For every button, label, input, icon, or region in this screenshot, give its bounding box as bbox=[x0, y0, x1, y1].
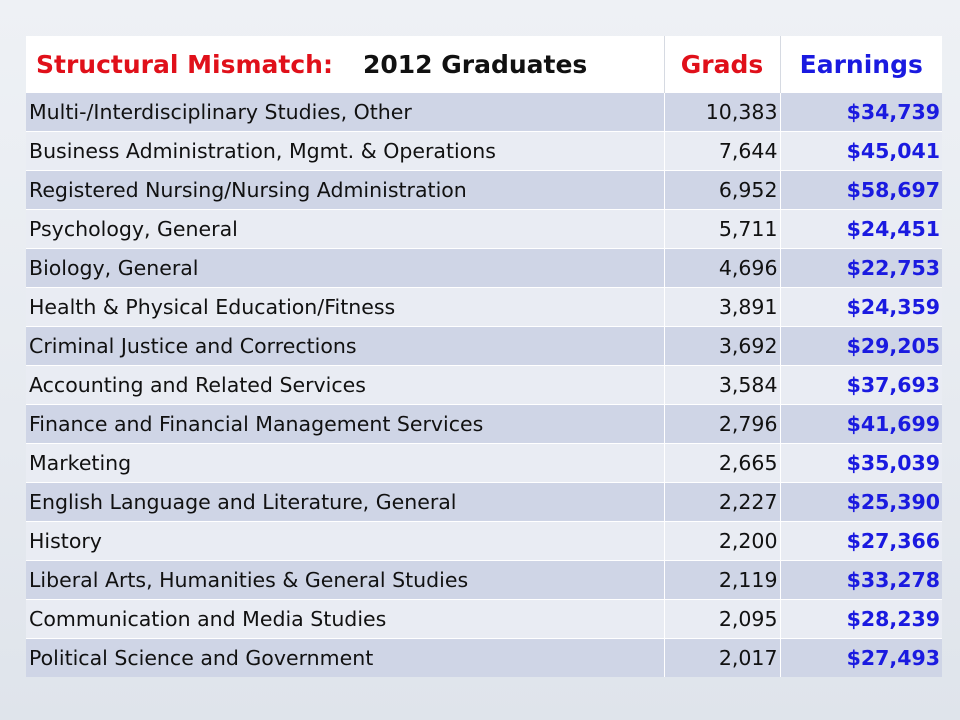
earnings-cell: $28,239 bbox=[780, 599, 942, 639]
graduates-table: Structural Mismatch: 2012 Graduates Grads… bbox=[26, 36, 942, 677]
major-cell: Registered Nursing/Nursing Administratio… bbox=[26, 170, 665, 210]
grads-cell: 3,692 bbox=[664, 326, 781, 366]
table-row: Business Administration, Mgmt. & Operati… bbox=[26, 131, 942, 171]
major-cell: Accounting and Related Services bbox=[26, 365, 665, 405]
major-cell: Health & Physical Education/Fitness bbox=[26, 287, 665, 327]
grads-cell: 2,227 bbox=[664, 482, 781, 522]
title-structural-mismatch: Structural Mismatch: bbox=[36, 49, 333, 79]
earnings-cell: $27,493 bbox=[780, 638, 942, 677]
grads-cell: 3,891 bbox=[664, 287, 781, 327]
grads-cell: 2,796 bbox=[664, 404, 781, 444]
table-row: Multi-/Interdisciplinary Studies, Other 1… bbox=[26, 92, 942, 132]
earnings-cell: $27,366 bbox=[780, 521, 942, 561]
grads-cell: 4,696 bbox=[664, 248, 781, 288]
table-row: Registered Nursing/Nursing Administratio… bbox=[26, 170, 942, 210]
table-title: Structural Mismatch: 2012 Graduates bbox=[26, 36, 665, 93]
table-row: Biology, General 4,696 $22,753 bbox=[26, 248, 942, 288]
column-header-grads: Grads bbox=[664, 36, 781, 93]
earnings-cell: $33,278 bbox=[780, 560, 942, 600]
grads-cell: 5,711 bbox=[664, 209, 781, 249]
table-row: Political Science and Government 2,017 $27… bbox=[26, 638, 942, 677]
table-row: Marketing 2,665 $35,039 bbox=[26, 443, 942, 483]
earnings-cell: $45,041 bbox=[780, 131, 942, 171]
earnings-cell: $25,390 bbox=[780, 482, 942, 522]
table-row: Communication and Media Studies 2,095 $28,… bbox=[26, 599, 942, 639]
title-2012-graduates: 2012 Graduates bbox=[362, 49, 588, 79]
major-cell: Finance and Financial Management Service… bbox=[26, 404, 665, 444]
slide: Structural Mismatch: 2012 Graduates Grads… bbox=[26, 36, 942, 677]
table-row: Liberal Arts, Humanities & General Studi… bbox=[26, 560, 942, 600]
major-cell: English Language and Literature, General bbox=[26, 482, 665, 522]
grads-cell: 7,644 bbox=[664, 131, 781, 171]
earnings-cell: $29,205 bbox=[780, 326, 942, 366]
grads-cell: 6,952 bbox=[664, 170, 781, 210]
grads-cell: 2,095 bbox=[664, 599, 781, 639]
earnings-cell: $58,697 bbox=[780, 170, 942, 210]
major-cell: History bbox=[26, 521, 665, 561]
major-cell: Biology, General bbox=[26, 248, 665, 288]
earnings-cell: $34,739 bbox=[780, 92, 942, 132]
earnings-cell: $41,699 bbox=[780, 404, 942, 444]
major-cell: Criminal Justice and Corrections bbox=[26, 326, 665, 366]
major-cell: Business Administration, Mgmt. & Operati… bbox=[26, 131, 665, 171]
grads-cell: 2,200 bbox=[664, 521, 781, 561]
table-header: Structural Mismatch: 2012 Graduates Grads… bbox=[26, 36, 942, 93]
grads-cell: 2,665 bbox=[664, 443, 781, 483]
earnings-cell: $24,451 bbox=[780, 209, 942, 249]
table-row: Health & Physical Education/Fitness 3,891… bbox=[26, 287, 942, 327]
column-header-earnings: Earnings bbox=[780, 36, 942, 93]
earnings-cell: $22,753 bbox=[780, 248, 942, 288]
grads-cell: 10,383 bbox=[664, 92, 781, 132]
table-row: Accounting and Related Services 3,584 $37,… bbox=[26, 365, 942, 405]
table-row: Psychology, General 5,711 $24,451 bbox=[26, 209, 942, 249]
table-row: Finance and Financial Management Service… bbox=[26, 404, 942, 444]
earnings-cell: $35,039 bbox=[780, 443, 942, 483]
grads-cell: 3,584 bbox=[664, 365, 781, 405]
major-cell: Liberal Arts, Humanities & General Studi… bbox=[26, 560, 665, 600]
major-cell: Political Science and Government bbox=[26, 638, 665, 677]
table-row: English Language and Literature, General… bbox=[26, 482, 942, 522]
table-row: Criminal Justice and Corrections 3,692 $29… bbox=[26, 326, 942, 366]
table-row: History 2,200 $27,366 bbox=[26, 521, 942, 561]
major-cell: Marketing bbox=[26, 443, 665, 483]
grads-cell: 2,119 bbox=[664, 560, 781, 600]
header-row: Structural Mismatch: 2012 Graduates Grads… bbox=[26, 36, 942, 93]
earnings-cell: $24,359 bbox=[780, 287, 942, 327]
major-cell: Multi-/Interdisciplinary Studies, Other bbox=[26, 92, 665, 132]
major-cell: Communication and Media Studies bbox=[26, 599, 665, 639]
earnings-cell: $37,693 bbox=[780, 365, 942, 405]
major-cell: Psychology, General bbox=[26, 209, 665, 249]
table-body: Multi-/Interdisciplinary Studies, Other 1… bbox=[26, 92, 942, 677]
grads-cell: 2,017 bbox=[664, 638, 781, 677]
